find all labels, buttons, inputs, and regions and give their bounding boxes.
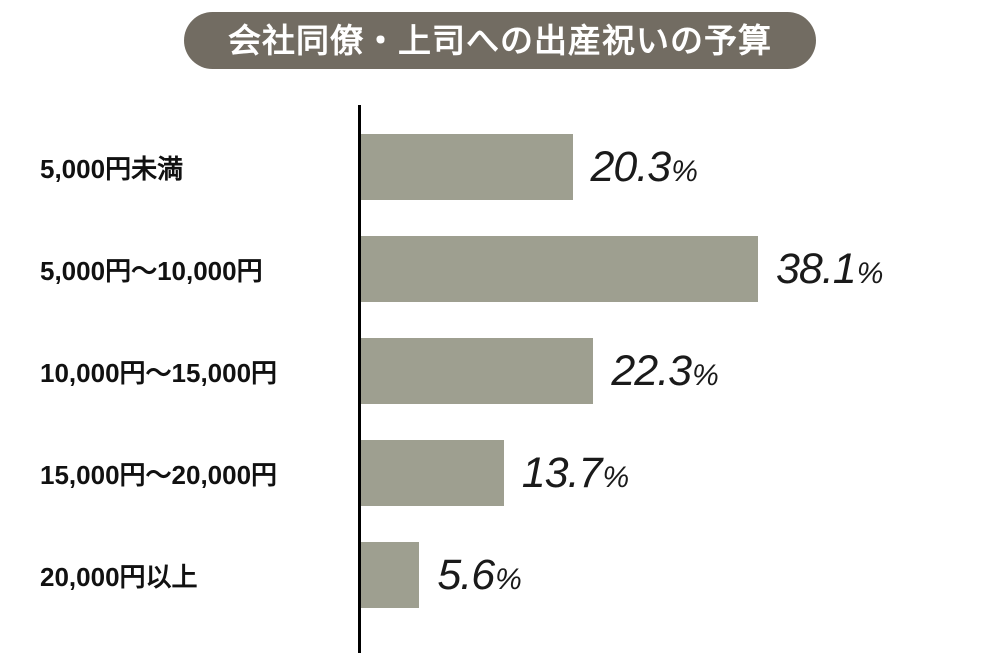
category-label: 5,000円～10,000円 bbox=[40, 255, 263, 286]
percent-sign: % bbox=[495, 562, 522, 596]
bar bbox=[361, 440, 504, 506]
value-label: 38.1% bbox=[776, 244, 884, 294]
chart-row: 20,000円以上 5.6% bbox=[0, 524, 1000, 626]
category-label: 15,000円～20,000円 bbox=[40, 459, 278, 490]
value-number: 20.3 bbox=[590, 142, 672, 191]
percent-sign: % bbox=[692, 358, 719, 392]
bar bbox=[361, 236, 758, 302]
chart-row: 5,000円未満 20.3% bbox=[0, 116, 1000, 218]
chart-row: 5,000円～10,000円 38.1% bbox=[0, 218, 1000, 320]
chart-title-banner: 会社同僚・上司への出産祝いの予算 bbox=[184, 12, 816, 69]
value-label: 20.3% bbox=[590, 142, 698, 192]
percent-sign: % bbox=[602, 460, 629, 494]
category-label: 20,000円以上 bbox=[40, 561, 198, 592]
chart-title: 会社同僚・上司への出産祝いの予算 bbox=[228, 22, 772, 59]
chart-row: 15,000円～20,000円 13.7% bbox=[0, 422, 1000, 524]
percent-sign: % bbox=[671, 154, 698, 188]
value-number: 22.3 bbox=[611, 346, 692, 395]
bar bbox=[361, 542, 420, 608]
bar-chart: 5,000円未満 20.3% 5,000円～10,000円 38.1% 10,0… bbox=[0, 105, 1000, 653]
percent-sign: % bbox=[856, 256, 884, 290]
y-axis-line bbox=[358, 105, 361, 653]
chart-row: 10,000円～15,000円 22.3% bbox=[0, 320, 1000, 422]
bar bbox=[361, 338, 594, 404]
category-label: 10,000円～15,000円 bbox=[40, 357, 278, 388]
value-label: 5.6% bbox=[437, 550, 522, 600]
value-number: 13.7 bbox=[521, 448, 603, 497]
value-number: 38.1 bbox=[776, 244, 857, 293]
category-label: 5,000円未満 bbox=[40, 153, 184, 184]
value-number: 5.6 bbox=[437, 550, 495, 599]
value-label: 22.3% bbox=[611, 346, 719, 396]
value-label: 13.7% bbox=[521, 448, 629, 498]
bar bbox=[361, 134, 573, 200]
